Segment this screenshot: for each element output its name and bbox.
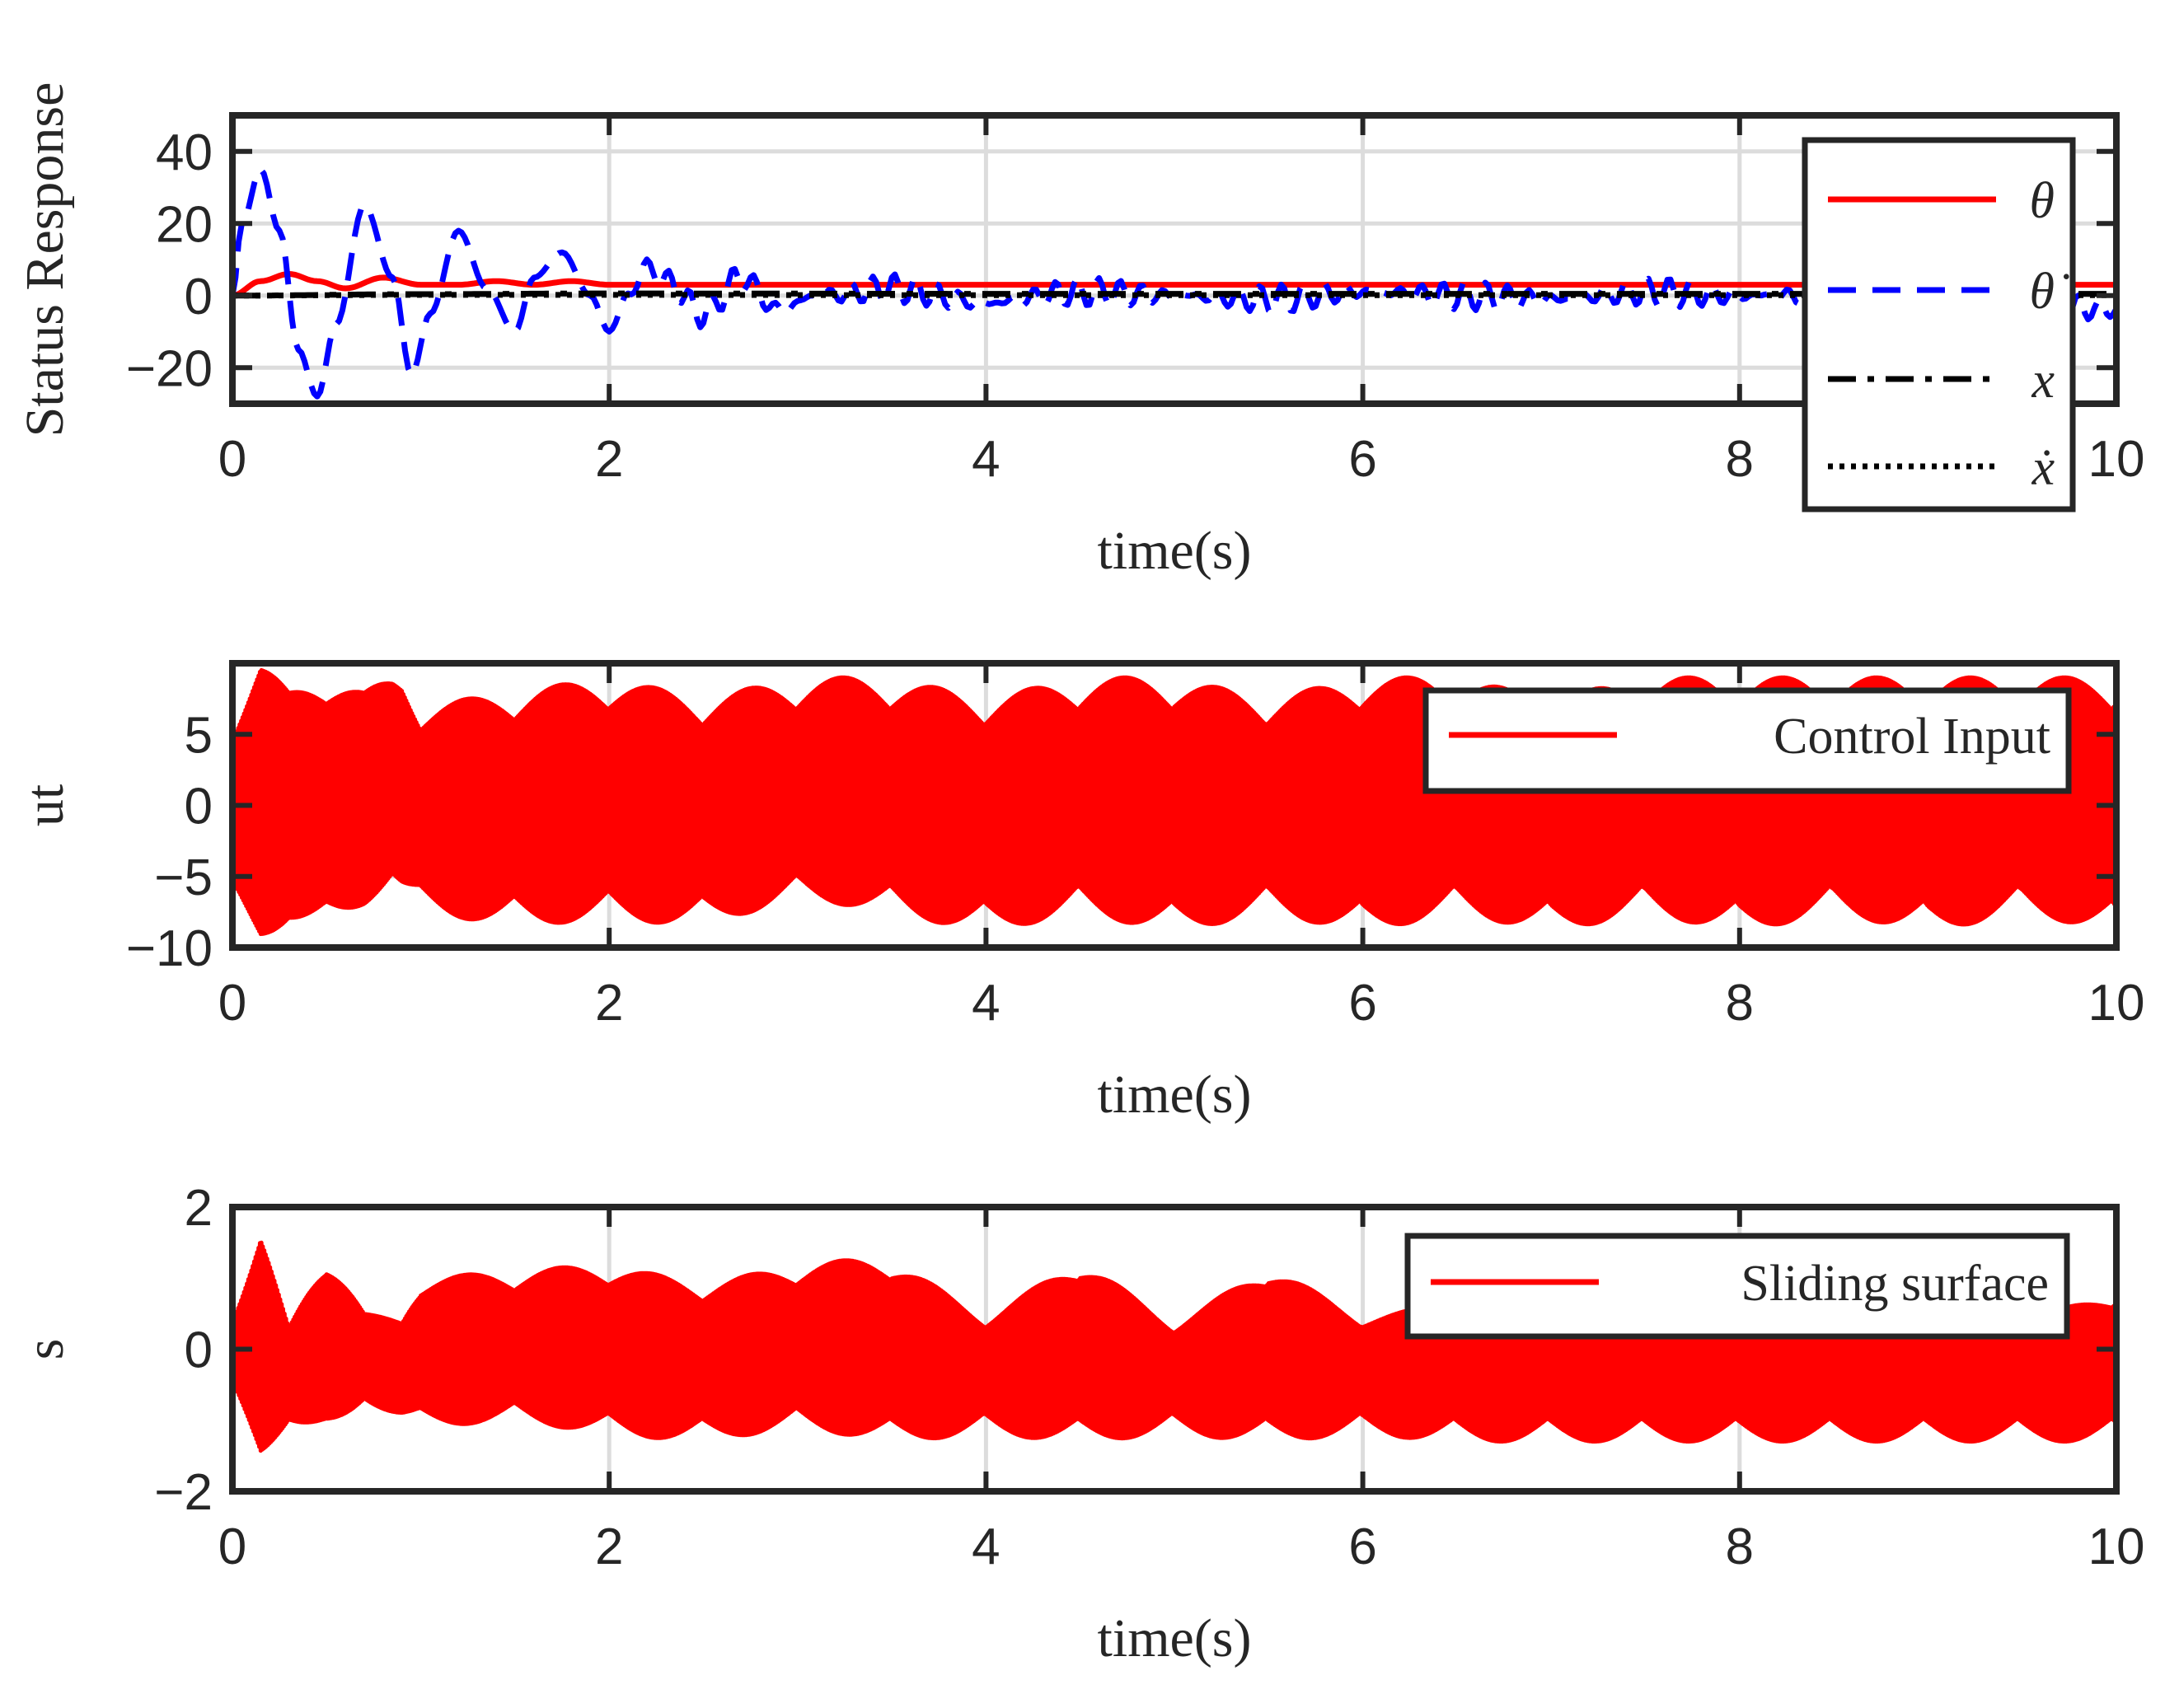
x-tick-label: 2	[595, 975, 623, 1032]
x-tick-label: 10	[2088, 431, 2145, 488]
x-tick-label: 6	[1348, 431, 1376, 488]
legend-label-1: Sliding surface	[1741, 1256, 2049, 1312]
series-1-line	[232, 667, 2116, 937]
x-tick-label: 8	[1726, 975, 1754, 1032]
y-tick-label: 0	[185, 1322, 213, 1379]
x-tick-label: 0	[218, 975, 246, 1032]
x-tick-label: 10	[2088, 975, 2145, 1032]
y-tick-label: 0	[185, 269, 213, 325]
x-tick-label: 2	[595, 431, 623, 488]
legend: θθ̇xẋ	[1802, 137, 2076, 512]
y-axis-label: ut	[15, 784, 75, 826]
x-tick-label: 4	[972, 975, 1000, 1032]
x-tick-label: 4	[972, 431, 1000, 488]
x-axis-label: time(s)	[1098, 521, 1252, 581]
y-tick-label: −10	[126, 920, 213, 977]
y-tick-label: 2	[185, 1180, 213, 1237]
legend-label-4: ẋ	[2031, 440, 2055, 496]
x-tick-label: 6	[1348, 975, 1376, 1032]
x-tick-label: 8	[1726, 1518, 1754, 1575]
x-tick-label: 4	[972, 1518, 1000, 1575]
legend-box	[1422, 687, 2072, 794]
subplot-2: 0 2 4 6 8 10 −10 −5 0 5 time(s) ut Control Input	[15, 660, 2145, 1125]
x-tick-label: 6	[1348, 1518, 1376, 1575]
y-tick-label: 20	[156, 196, 213, 253]
legend-label-1: θ	[2030, 173, 2055, 229]
legend-label-1: Control Input	[1774, 709, 2050, 765]
plot-area	[232, 1240, 2116, 1453]
y-tick-label: 0	[185, 779, 213, 835]
y-tick-label: −5	[154, 849, 213, 906]
y-tick-label: 5	[185, 707, 213, 764]
y-axis-label: Status Response	[15, 82, 75, 438]
y-tick-label: 40	[156, 124, 213, 181]
series-2-line	[232, 166, 2116, 400]
series-1-line	[232, 1240, 2116, 1453]
x-tick-label: 10	[2088, 1518, 2145, 1575]
x-tick-label: 8	[1726, 431, 1754, 488]
plot-area	[232, 667, 2116, 937]
x-tick-label: 2	[595, 1518, 623, 1575]
x-axis-label: time(s)	[1098, 1065, 1252, 1125]
y-tick-label: −20	[126, 340, 213, 397]
axes-box	[229, 112, 2120, 407]
legend-box	[1404, 1233, 2070, 1340]
legend: Control Input	[1422, 687, 2072, 794]
x-tick-label: 0	[218, 1518, 246, 1575]
y-tick-label: −2	[154, 1464, 213, 1521]
y-axis-label: s	[15, 1339, 75, 1360]
x-axis-label: time(s)	[1098, 1608, 1252, 1668]
legend: Sliding surface	[1404, 1233, 2070, 1340]
legend-label-3: x	[2031, 353, 2055, 409]
x-tick-label: 0	[218, 431, 246, 488]
